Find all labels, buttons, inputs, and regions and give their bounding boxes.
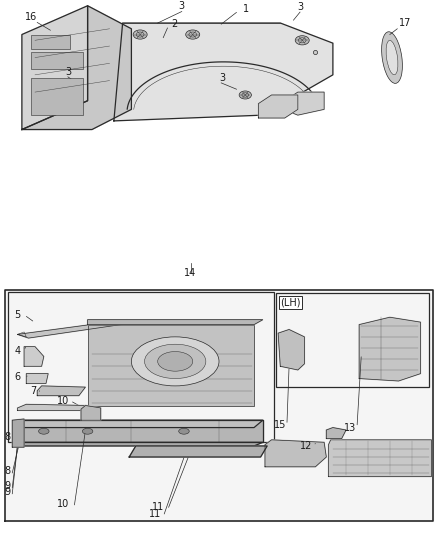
Polygon shape bbox=[31, 35, 70, 49]
Text: 8: 8 bbox=[5, 466, 11, 476]
Text: 3: 3 bbox=[65, 67, 71, 77]
Text: 9: 9 bbox=[5, 481, 11, 491]
Circle shape bbox=[133, 30, 147, 39]
Polygon shape bbox=[18, 320, 138, 338]
Text: 3: 3 bbox=[297, 2, 303, 12]
Polygon shape bbox=[22, 6, 131, 130]
Text: 11: 11 bbox=[149, 509, 162, 519]
Text: 3: 3 bbox=[179, 2, 185, 12]
Circle shape bbox=[39, 429, 49, 434]
Polygon shape bbox=[258, 95, 298, 118]
Polygon shape bbox=[26, 374, 48, 383]
Text: 2: 2 bbox=[171, 19, 177, 29]
Text: 3: 3 bbox=[219, 73, 226, 83]
Text: 5: 5 bbox=[14, 310, 21, 320]
Polygon shape bbox=[81, 406, 101, 420]
Bar bbox=[88, 325, 254, 406]
Text: 6: 6 bbox=[14, 372, 21, 382]
Polygon shape bbox=[13, 420, 263, 427]
Text: 15: 15 bbox=[274, 420, 286, 430]
Polygon shape bbox=[31, 52, 83, 69]
Polygon shape bbox=[278, 329, 304, 370]
Text: 13: 13 bbox=[344, 423, 357, 433]
Polygon shape bbox=[5, 290, 433, 521]
Text: 12: 12 bbox=[300, 441, 313, 451]
Circle shape bbox=[158, 352, 193, 371]
Bar bbox=[8, 292, 274, 442]
Text: 17: 17 bbox=[399, 19, 411, 28]
Polygon shape bbox=[328, 440, 431, 477]
Circle shape bbox=[179, 429, 189, 434]
Polygon shape bbox=[129, 446, 267, 457]
Polygon shape bbox=[114, 23, 333, 121]
Ellipse shape bbox=[381, 32, 403, 83]
Circle shape bbox=[145, 344, 206, 378]
Text: 10: 10 bbox=[57, 395, 70, 406]
Text: 1: 1 bbox=[243, 4, 249, 14]
Text: 4: 4 bbox=[14, 346, 21, 356]
Text: 9: 9 bbox=[5, 487, 11, 497]
Text: (LH): (LH) bbox=[280, 297, 301, 308]
Polygon shape bbox=[12, 419, 24, 447]
Polygon shape bbox=[31, 78, 83, 115]
Text: 10: 10 bbox=[57, 499, 70, 509]
Polygon shape bbox=[265, 440, 326, 467]
Polygon shape bbox=[18, 404, 88, 410]
Polygon shape bbox=[22, 420, 263, 442]
Polygon shape bbox=[326, 427, 346, 439]
Text: 8: 8 bbox=[5, 432, 11, 442]
Circle shape bbox=[131, 337, 219, 386]
Polygon shape bbox=[24, 346, 44, 366]
Circle shape bbox=[186, 30, 200, 39]
Text: 7: 7 bbox=[30, 386, 36, 397]
Polygon shape bbox=[88, 320, 263, 325]
Circle shape bbox=[295, 36, 309, 45]
Text: 16: 16 bbox=[25, 12, 38, 22]
Bar bbox=[276, 293, 429, 387]
Polygon shape bbox=[13, 442, 263, 446]
Polygon shape bbox=[37, 386, 85, 395]
Polygon shape bbox=[359, 317, 420, 381]
Polygon shape bbox=[22, 6, 88, 130]
Circle shape bbox=[239, 91, 251, 99]
Text: 14: 14 bbox=[184, 268, 197, 278]
Ellipse shape bbox=[386, 41, 398, 75]
Text: 11: 11 bbox=[152, 502, 164, 512]
Circle shape bbox=[82, 429, 93, 434]
Polygon shape bbox=[276, 92, 324, 115]
